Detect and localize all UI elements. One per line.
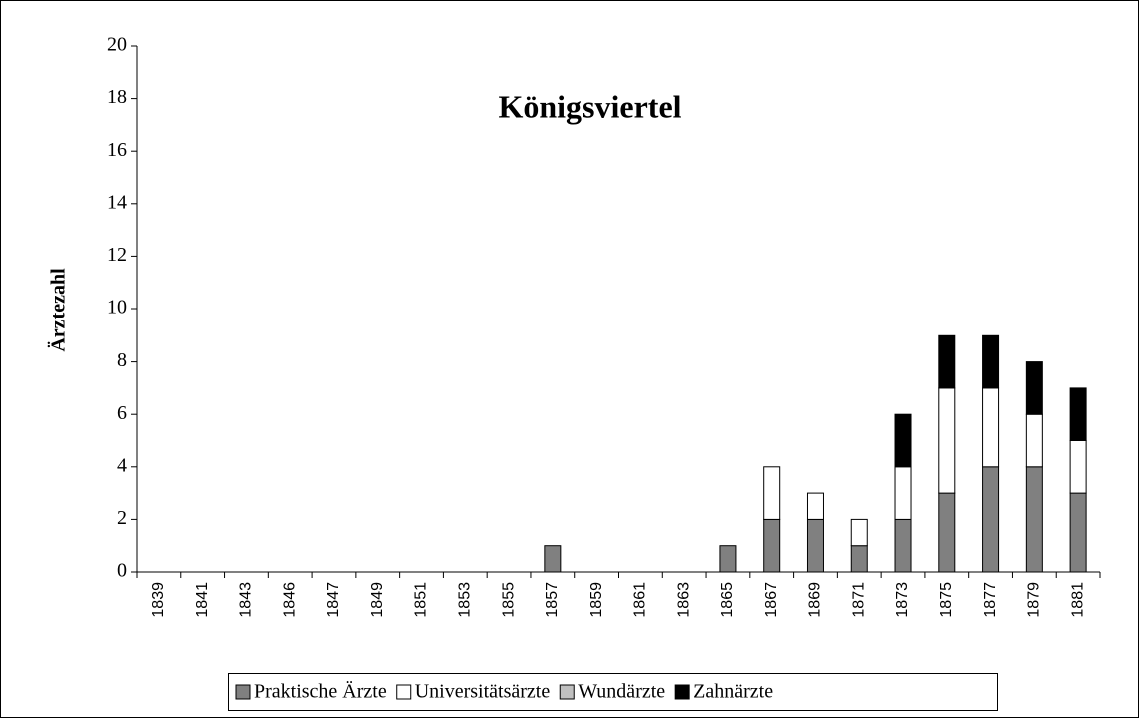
bar-segment: [850, 545, 868, 573]
bar-segment: [982, 466, 1000, 573]
bar-segment: [806, 492, 824, 520]
bar-segment: [894, 413, 912, 468]
y-axis-label: Ärztezahl: [47, 268, 70, 352]
y-tick-label: 10: [107, 297, 127, 319]
x-tick-label: 1871: [850, 582, 867, 618]
x-tick-label: 1843: [238, 582, 255, 618]
bar-segment: [1025, 413, 1043, 468]
x-tick-label: 1881: [1069, 582, 1086, 618]
x-tick-label: 1853: [457, 582, 474, 618]
legend-label: Zahnärzte: [693, 681, 773, 703]
bar-segment: [1069, 387, 1087, 441]
bar-segment: [544, 545, 562, 573]
bar-segment: [719, 545, 737, 573]
x-tick-label: 1849: [369, 582, 386, 618]
y-tick-label: 4: [117, 454, 127, 476]
x-tick-label: 1873: [894, 582, 911, 618]
y-tick-label: 18: [107, 86, 127, 108]
bar-segment: [982, 387, 1000, 468]
legend-label: Wundärzte: [578, 681, 665, 703]
bar-segment: [763, 466, 781, 520]
bar-segment: [1069, 492, 1087, 573]
y-tick-label: 6: [117, 402, 127, 424]
x-tick-label: 1857: [544, 582, 561, 618]
x-tick-label: 1847: [325, 582, 342, 618]
bar-segment: [1069, 440, 1087, 494]
x-tick-label: 1863: [675, 582, 692, 618]
bar-segment: [763, 518, 781, 573]
y-tick-label: 0: [117, 560, 127, 582]
x-tick-label: 1839: [150, 582, 167, 618]
bar-segment: [938, 387, 956, 494]
legend-swatch: [559, 684, 575, 700]
y-tick-label: 20: [107, 34, 127, 56]
legend-swatch: [674, 684, 690, 700]
chart-title: Königsviertel: [498, 88, 681, 124]
x-tick-label: 1865: [719, 582, 736, 618]
legend-swatch: [235, 684, 251, 700]
x-tick-label: 1855: [500, 582, 517, 618]
bar-segment: [938, 492, 956, 573]
bar-segment: [894, 518, 912, 573]
x-tick-label: 1861: [632, 582, 649, 618]
x-tick-label: 1859: [588, 582, 605, 618]
x-tick-label: 1846: [281, 582, 298, 618]
legend-box: [228, 673, 998, 711]
bar-segment: [938, 334, 956, 389]
bar-segment: [850, 518, 868, 547]
y-tick-label: 16: [107, 139, 127, 161]
x-tick-label: 1867: [763, 582, 780, 618]
x-tick-label: 1841: [194, 582, 211, 618]
y-tick-label: 14: [107, 191, 127, 213]
bar-segment: [1025, 361, 1043, 415]
bar-segment: [1025, 466, 1043, 573]
bar-segment: [806, 518, 824, 573]
y-tick-label: 8: [117, 349, 127, 371]
x-tick-label: 1877: [982, 582, 999, 618]
bar-segment: [982, 334, 1000, 389]
x-tick-label: 1875: [938, 582, 955, 618]
x-tick-label: 1879: [1026, 582, 1043, 618]
x-tick-label: 1851: [413, 582, 430, 618]
legend-label: Universitätsärzte: [415, 681, 551, 703]
bar-segment: [894, 466, 912, 520]
y-tick-label: 2: [117, 507, 127, 529]
legend-swatch: [396, 684, 412, 700]
legend-label: Praktische Ärzte: [254, 680, 387, 703]
x-tick-label: 1869: [807, 582, 824, 618]
y-tick-label: 12: [107, 244, 127, 266]
